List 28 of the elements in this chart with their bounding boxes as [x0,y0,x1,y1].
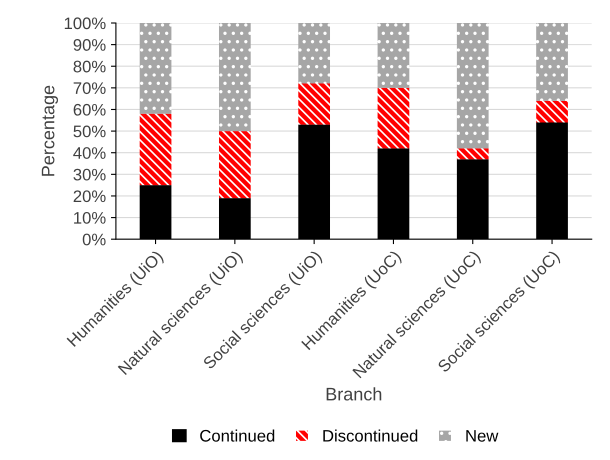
y-tick-label: 60% [74,104,106,116]
bar [218,131,251,198]
y-tick-label: 70% [74,82,106,94]
bar [378,23,410,88]
y-tick-label: 100% [64,17,106,30]
bar [536,23,568,101]
legend-label: New [466,430,498,442]
y-tick-label: 10% [74,212,106,224]
x-axis-title: Branch [326,387,382,401]
bar [456,148,489,160]
y-axis-title: Percentage [42,86,58,176]
legend-label: Continued [200,429,274,442]
bar [536,100,568,122]
y-tick-label: 40% [73,147,106,159]
bar [140,114,172,186]
legend-label: Discontinued [323,429,418,442]
bar [298,84,330,125]
bar [378,88,410,148]
y-tick-label: 20% [74,190,106,202]
y-tick-label: 90% [74,39,106,51]
bar [218,23,251,132]
bar [456,23,489,148]
y-tick-label: 0% [82,234,106,246]
bar [298,23,330,84]
y-tick-label: 50% [73,126,106,138]
bar [140,23,172,114]
y-tick-label: 30% [73,168,106,181]
y-tick-label: 80% [74,60,106,72]
